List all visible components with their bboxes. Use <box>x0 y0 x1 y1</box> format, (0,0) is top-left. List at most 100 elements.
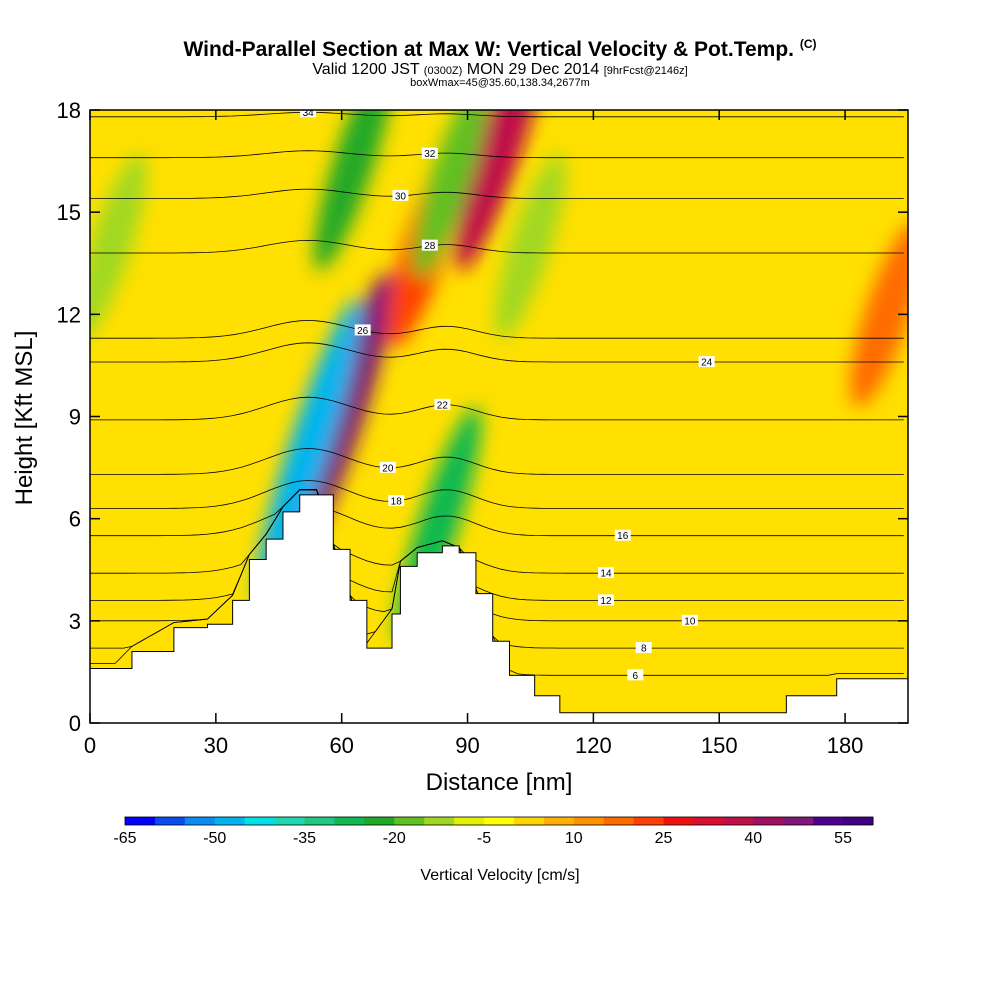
theta-label-14: 14 <box>600 569 612 580</box>
title-units-note: (C) <box>799 37 817 51</box>
x-tick-label: 90 <box>455 733 479 758</box>
colorbar-tick-label: 25 <box>655 830 673 847</box>
y-axis: 0 3 6 9 12 15 18 <box>57 98 908 736</box>
theta-label-bg <box>614 529 631 541</box>
x-tick-label: 30 <box>204 733 228 758</box>
y-tick-label: 15 <box>57 200 81 225</box>
colorbar-swatch <box>274 817 306 825</box>
velocity-feature-downdraft <box>255 298 362 603</box>
colorbar-tick-label: -50 <box>203 830 226 847</box>
chart-subtitle: Valid 1200 JST (0300Z) MON 29 Dec 2014 [… <box>312 61 688 78</box>
colorbar-tick-label: -65 <box>113 830 136 847</box>
theta-label-bg <box>597 567 614 579</box>
subtitle-utc: (0300Z) <box>423 65 463 77</box>
theta-label-32: 32 <box>424 149 436 160</box>
theta-contour-12 <box>90 489 904 601</box>
theta-label-8: 8 <box>641 644 647 655</box>
theta-label-16: 16 <box>617 531 629 542</box>
x-axis: 0 30 60 90 120 150 180 <box>84 110 864 758</box>
theta-contour-16 <box>90 489 904 537</box>
x-tick-label: 60 <box>329 733 353 758</box>
theta-label-bg <box>354 324 371 336</box>
theta-contour-22 <box>90 396 904 421</box>
colorbar-swatch <box>364 817 395 825</box>
colorbar-swatch <box>663 817 694 825</box>
colorbar-swatch <box>693 817 724 825</box>
colorbar-swatch <box>813 817 844 825</box>
theta-contour-24 <box>90 342 904 363</box>
velocity-feature-updraft <box>454 110 548 271</box>
theta-contour-28 <box>90 239 904 254</box>
theta-contour-14 <box>90 489 904 574</box>
theta-label-bg <box>681 614 698 626</box>
colorbar-swatch <box>154 817 186 825</box>
theta-contour-26 <box>90 319 904 339</box>
theta-label-bg <box>434 398 451 410</box>
theta-label-bg <box>421 147 438 159</box>
theta-contour-34 <box>90 111 904 118</box>
theta-contour-18 <box>90 480 904 509</box>
theta-label-24: 24 <box>701 358 713 369</box>
theta-label-bg <box>300 110 317 118</box>
theta-label-12: 12 <box>600 596 612 607</box>
colorbar-swatch <box>633 817 665 825</box>
colorbar: -65 -50 -35 -20 -5 10 25 40 55 <box>113 816 874 847</box>
theta-label-bg <box>421 239 438 251</box>
colorbar-tick-label: 40 <box>744 830 762 847</box>
velocity-feature-downdraft <box>313 110 395 271</box>
colorbar-swatch <box>753 817 784 825</box>
y-tick-label: 9 <box>69 405 81 430</box>
colorbar-tick-label: 10 <box>565 830 583 847</box>
colorbar-tick-label: -35 <box>293 830 316 847</box>
theta-label-bg <box>379 461 396 473</box>
colorbar-swatch <box>304 817 335 825</box>
y-axis-label: Height [Kft MSL] <box>11 331 38 506</box>
theta-label-20: 20 <box>382 463 394 474</box>
colorbar-swatch <box>214 817 246 825</box>
y-tick-label: 3 <box>69 609 81 634</box>
colorbar-swatch <box>573 817 605 825</box>
colorbar-swatch <box>484 817 515 825</box>
theta-contour-30 <box>90 188 904 199</box>
theta-label-bg <box>597 594 614 606</box>
colorbar-swatch <box>454 817 485 825</box>
colorbar-swatch <box>184 817 216 825</box>
x-tick-label: 150 <box>701 733 738 758</box>
subtitle-forecast: [9hrFcst@2146z] <box>603 65 688 77</box>
chart-title: Wind-Parallel Section at Max W: Vertical… <box>183 37 817 61</box>
theta-label-bg <box>635 642 652 654</box>
chart-subtitle-2: boxWmax=45@35.60,138.34,2677m <box>410 77 590 89</box>
theta-label-26: 26 <box>357 326 369 337</box>
y-tick-label: 0 <box>69 711 81 736</box>
theta-contour-20 <box>90 447 904 475</box>
theta-label-18: 18 <box>391 497 403 508</box>
colorbar-frame <box>124 816 874 826</box>
velocity-feature-downdraft <box>90 153 147 339</box>
theta-label-bg <box>627 669 644 681</box>
y-tick-label: 18 <box>57 98 81 123</box>
theta-contour-32 <box>90 150 904 159</box>
theta-contour-10 <box>90 489 904 622</box>
theta-label-22: 22 <box>437 400 449 411</box>
theta-label-34: 34 <box>303 108 315 119</box>
colorbar-swatch <box>783 817 814 825</box>
terrain-profile <box>90 494 908 723</box>
colorbar-swatch <box>543 817 575 825</box>
velocity-feature-downdraft <box>494 153 566 339</box>
velocity-feature-updraft <box>850 221 908 407</box>
colorbar-tick-label: 55 <box>834 830 852 847</box>
theta-label-30: 30 <box>395 191 407 202</box>
theta-label-28: 28 <box>424 241 436 252</box>
colorbar-swatch <box>513 817 545 825</box>
x-tick-label: 0 <box>84 733 96 758</box>
theta-label-bg <box>388 495 405 507</box>
colorbar-swatch <box>843 817 874 825</box>
colorbar-swatch <box>125 817 156 825</box>
colorbar-swatch <box>603 817 635 825</box>
x-tick-label: 180 <box>827 733 864 758</box>
colorbar-title: Vertical Velocity [cm/s] <box>420 867 579 884</box>
theta-label-bg <box>392 189 409 201</box>
velocity-feature-downdraft <box>412 110 489 280</box>
colorbar-swatch <box>334 817 365 825</box>
